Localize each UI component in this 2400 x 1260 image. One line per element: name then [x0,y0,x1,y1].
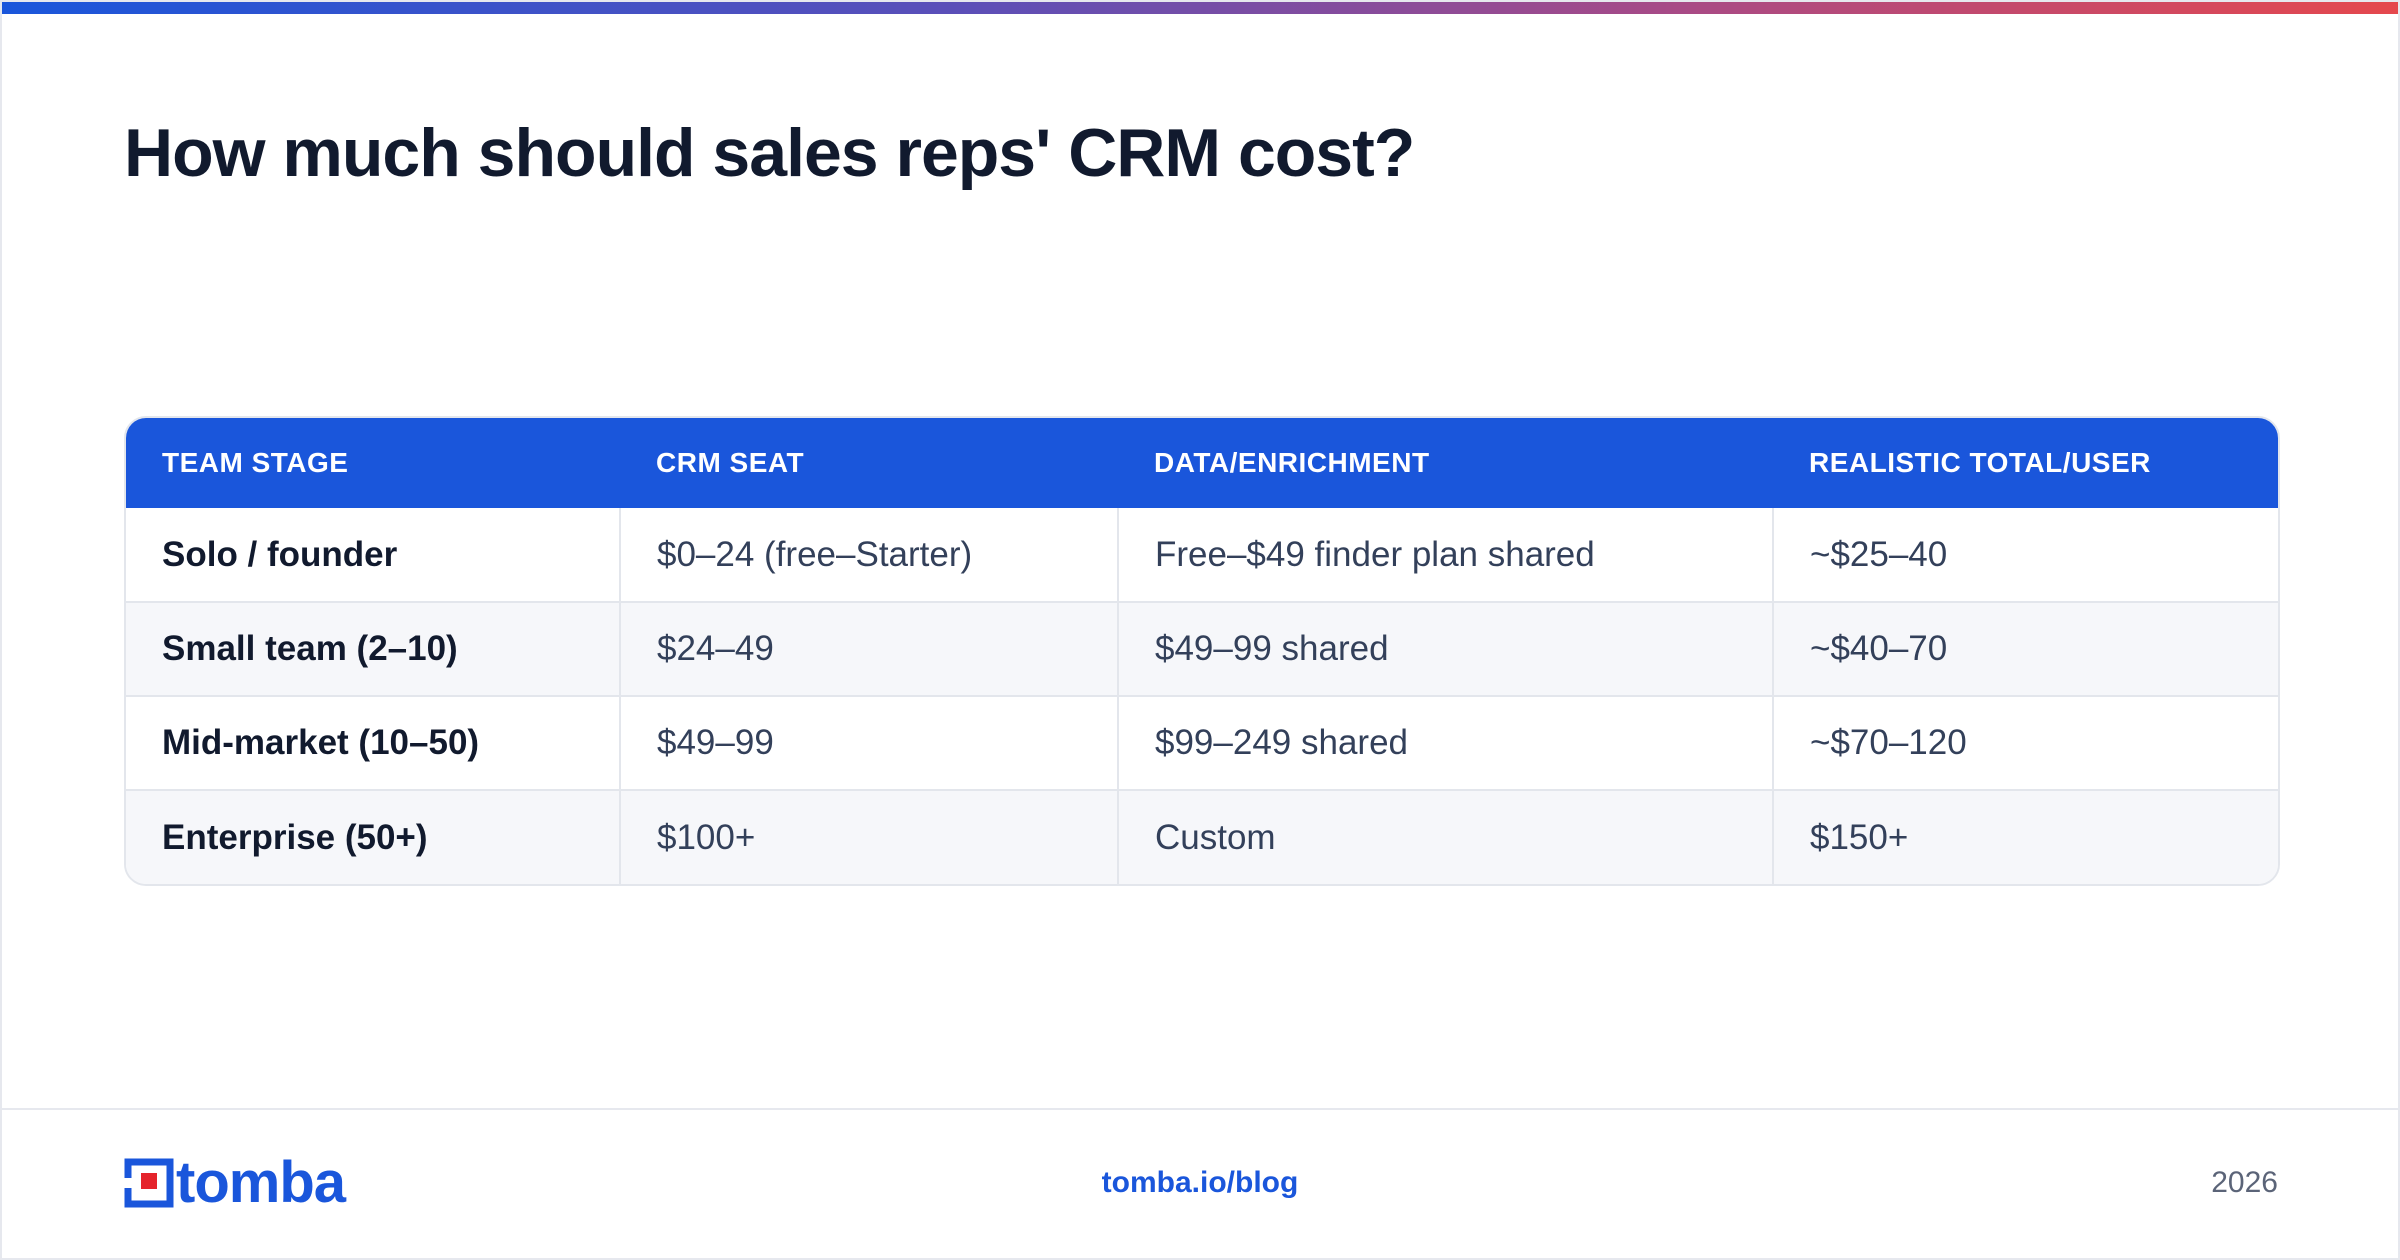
tomba-logo-icon [124,1158,174,1208]
header-data-enrichment: DATA/ENRICHMENT [1118,418,1773,508]
cell-team-stage: Enterprise (50+) [126,789,620,884]
cell-crm-seat: $24–49 [619,601,1118,696]
cell-data-enrichment: Custom [1117,789,1773,884]
header-team-stage: TEAM STAGE [126,418,620,508]
table-row: Enterprise (50+) $100+ Custom $150+ [126,789,2278,884]
header-realistic-total: REALISTIC TOTAL/USER [1773,418,2278,508]
cell-team-stage: Mid-market (10–50) [126,695,620,790]
table-row: Mid-market (10–50) $49–99 $99–249 shared… [126,695,2278,790]
top-gradient-bar [2,2,2398,14]
page-title: How much should sales reps' CRM cost? [124,115,1415,191]
cell-data-enrichment: $49–99 shared [1117,601,1773,696]
cell-data-enrichment: $99–249 shared [1117,695,1773,790]
cell-team-stage: Small team (2–10) [126,601,620,696]
cell-data-enrichment: Free–$49 finder plan shared [1117,508,1773,602]
pricing-table-container: TEAM STAGE CRM SEAT DATA/ENRICHMENT REAL… [124,416,2280,886]
pricing-table: TEAM STAGE CRM SEAT DATA/ENRICHMENT REAL… [126,418,2278,884]
table-row: Small team (2–10) $24–49 $49–99 shared ~… [126,601,2278,696]
cell-team-stage: Solo / founder [162,534,398,574]
header-crm-seat: CRM SEAT [620,418,1118,508]
cell-realistic-total: ~$70–120 [1772,695,2278,790]
footer: tomba tomba.io/blog 2026 [2,1108,2398,1260]
cell-crm-seat: $49–99 [619,695,1118,790]
cell-crm-seat: $100+ [619,789,1118,884]
cell-realistic-total: ~$40–70 [1772,601,2278,696]
logo-wordmark: tomba [176,1150,346,1215]
blog-link[interactable]: tomba.io/blog [1101,1166,1299,1199]
tomba-logo[interactable]: tomba [124,1150,346,1215]
cell-realistic-total: $150+ [1772,789,2278,884]
cell-realistic-total: ~$25–40 [1772,508,2278,602]
table-row: Solo / founder $0–24 (free–Starter) Free… [126,508,2278,602]
cell-crm-seat: $0–24 (free–Starter) [619,508,1118,602]
footer-year: 2026 [2211,1166,2278,1199]
table-header-row: TEAM STAGE CRM SEAT DATA/ENRICHMENT REAL… [126,418,2278,508]
